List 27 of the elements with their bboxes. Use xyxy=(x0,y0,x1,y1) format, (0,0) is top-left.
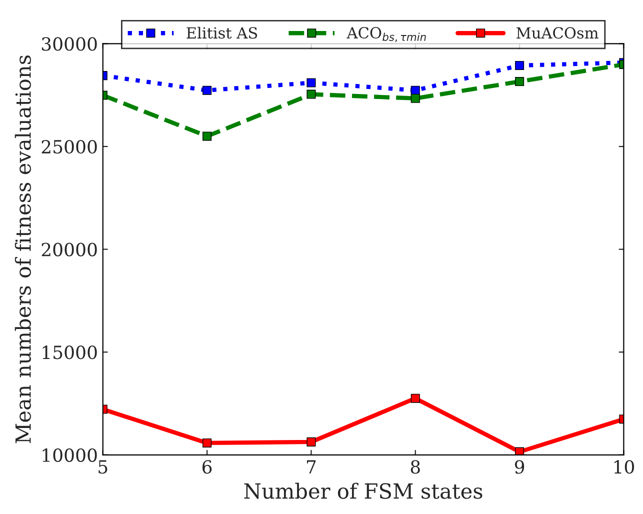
legend-label: MuACOsm xyxy=(516,27,598,39)
point xyxy=(515,77,524,86)
legend-label: ACO$_{bs,τmin}$ xyxy=(346,27,426,42)
point xyxy=(306,437,316,446)
point xyxy=(410,394,420,403)
y-tick-label: 30000 xyxy=(42,37,97,51)
x-tick-label: 7 xyxy=(306,460,316,474)
x-tick-label: 9 xyxy=(514,460,524,474)
y-axis-title: Mean numbers of fitness evaluations xyxy=(14,55,31,444)
x-axis-title: Number of FSM states xyxy=(244,482,482,499)
point xyxy=(515,60,524,70)
legend-label: Elitist AS xyxy=(186,26,258,39)
x-tick-label: 8 xyxy=(410,460,420,474)
y-tick-label: 20000 xyxy=(42,242,97,256)
y-tick-label: 10000 xyxy=(42,448,97,462)
point xyxy=(202,438,212,448)
x-tick-label: 5 xyxy=(98,460,108,474)
point xyxy=(202,86,212,95)
point xyxy=(410,94,420,103)
point xyxy=(202,132,212,141)
x-tick-label: 6 xyxy=(202,460,212,474)
point xyxy=(306,78,316,88)
point xyxy=(515,447,524,455)
point xyxy=(306,90,316,99)
y-tick-label: 15000 xyxy=(42,346,97,360)
x-tick-label: 10 xyxy=(614,460,634,474)
y-tick-label: 25000 xyxy=(42,140,97,154)
